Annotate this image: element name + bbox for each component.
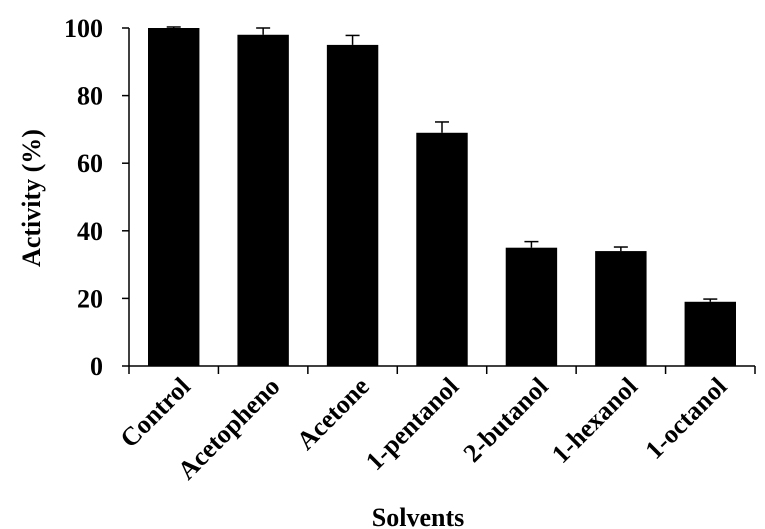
y-tick-label: 20 xyxy=(77,284,103,313)
y-tick-label: 100 xyxy=(64,14,103,43)
x-tick-label: 1-hexanol xyxy=(546,372,643,469)
x-tick-label: 2-butanol xyxy=(458,372,554,468)
x-tick-label: Acetone xyxy=(291,372,375,456)
bars xyxy=(148,28,736,367)
y-axis-ticks: 0 20 40 60 80 100 xyxy=(64,14,129,381)
bar xyxy=(416,132,468,366)
x-axis-title: Solvents xyxy=(372,503,464,529)
y-axis-title: Activity (%) xyxy=(17,129,46,267)
x-tick-label: 1-octanol xyxy=(640,372,733,465)
bar xyxy=(326,44,379,367)
error-bars xyxy=(166,26,718,302)
bar xyxy=(684,301,736,366)
bar xyxy=(595,251,647,366)
bar xyxy=(505,247,558,366)
x-axis-ticks xyxy=(128,366,756,374)
y-tick-label: 60 xyxy=(77,149,103,178)
y-tick-label: 80 xyxy=(77,82,103,111)
bar xyxy=(237,34,289,366)
x-tick-label: Control xyxy=(114,372,195,453)
x-tick-label: 1-pentanol xyxy=(360,372,464,476)
y-tick-label: 40 xyxy=(77,217,103,246)
y-tick-label: 0 xyxy=(90,352,103,381)
bar xyxy=(148,28,200,366)
